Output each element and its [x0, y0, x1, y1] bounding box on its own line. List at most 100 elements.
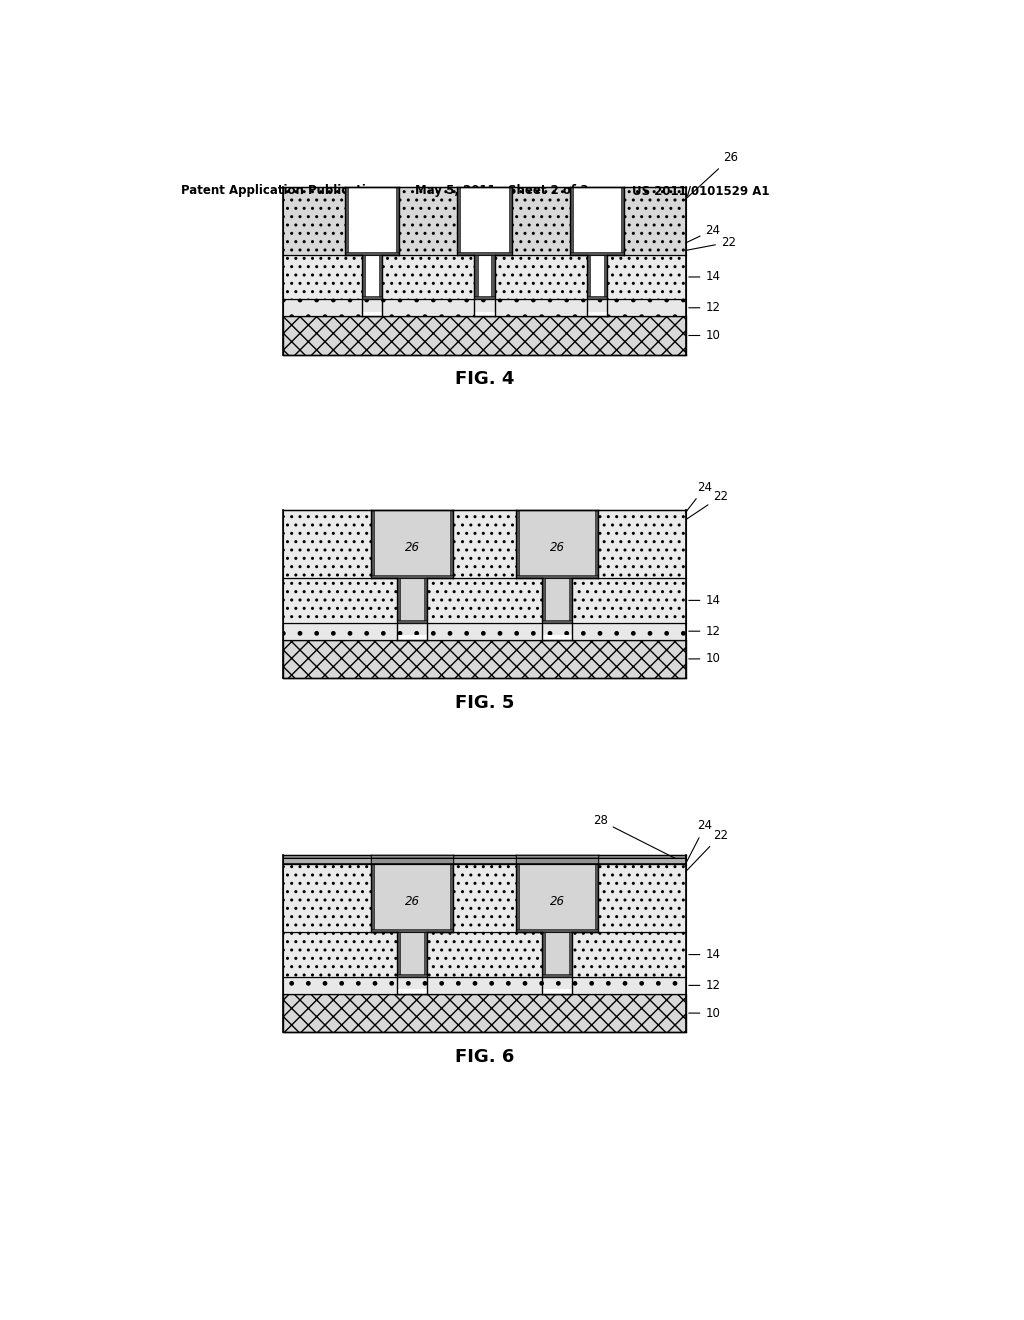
Bar [283, 187, 686, 255]
Text: 14: 14 [689, 594, 720, 607]
Bar [344, 187, 398, 255]
Bar [375, 511, 450, 576]
Text: 26: 26 [550, 541, 564, 554]
Bar [516, 865, 519, 932]
Text: 10: 10 [689, 1007, 720, 1019]
Bar [283, 255, 686, 300]
Bar [516, 929, 598, 932]
Bar [372, 865, 375, 932]
Text: Patent Application Publication: Patent Application Publication [180, 185, 382, 197]
Bar [568, 578, 571, 623]
Bar [283, 977, 686, 994]
Bar [570, 187, 625, 255]
Bar [543, 989, 571, 994]
Bar [588, 296, 607, 300]
Bar [516, 865, 598, 932]
Polygon shape [686, 187, 700, 355]
Bar [570, 187, 573, 255]
Text: 10: 10 [689, 652, 720, 665]
Text: 22: 22 [686, 236, 736, 251]
Text: 24: 24 [685, 820, 713, 865]
Bar [344, 252, 398, 255]
Bar [283, 932, 686, 977]
Bar [604, 255, 607, 300]
Bar [283, 994, 686, 1032]
Text: FIG. 5: FIG. 5 [455, 694, 514, 711]
Bar [570, 252, 625, 255]
Text: 10: 10 [689, 329, 720, 342]
Bar [397, 932, 427, 977]
Bar [283, 640, 686, 678]
Text: 14: 14 [689, 271, 720, 284]
Bar [400, 932, 424, 974]
Bar [283, 578, 686, 623]
Bar [516, 511, 598, 578]
Bar [546, 932, 568, 974]
Bar [543, 635, 571, 640]
Polygon shape [269, 855, 283, 1032]
Bar [361, 255, 382, 300]
Bar [546, 578, 568, 619]
Bar [509, 187, 512, 255]
Bar [372, 576, 453, 578]
Bar [516, 855, 598, 865]
Text: 26: 26 [684, 150, 738, 201]
Bar [492, 255, 495, 300]
Bar [372, 929, 453, 932]
Bar [397, 578, 400, 623]
Polygon shape [686, 855, 700, 1032]
Bar [474, 296, 495, 300]
Bar [344, 187, 347, 255]
Bar [424, 932, 427, 977]
Text: 26: 26 [404, 895, 420, 908]
Bar [450, 865, 453, 932]
Bar [543, 619, 571, 623]
Bar [379, 255, 382, 300]
Bar [397, 578, 427, 623]
Bar [283, 317, 686, 355]
Polygon shape [269, 511, 283, 678]
Text: 26: 26 [550, 895, 564, 908]
Text: 14: 14 [689, 948, 720, 961]
Bar [397, 974, 427, 977]
Bar [519, 511, 595, 576]
Bar [400, 578, 424, 619]
Bar [397, 619, 427, 623]
Bar [458, 187, 512, 255]
Bar [397, 635, 427, 640]
Bar [375, 865, 450, 929]
Bar [516, 576, 598, 578]
Text: 28: 28 [593, 814, 676, 858]
Bar [543, 578, 546, 623]
Text: 24: 24 [686, 223, 720, 243]
Bar [516, 511, 519, 578]
Polygon shape [686, 511, 700, 678]
Bar [372, 511, 375, 578]
Bar [397, 989, 427, 994]
Bar [588, 255, 591, 300]
Bar [372, 865, 453, 932]
Bar [543, 578, 571, 623]
Bar [588, 312, 607, 317]
Text: US 2011/0101529 A1: US 2011/0101529 A1 [632, 185, 769, 197]
Bar [568, 932, 571, 977]
Bar [458, 252, 512, 255]
Bar [283, 623, 686, 640]
Bar [595, 511, 598, 578]
Bar [458, 187, 461, 255]
Bar [543, 932, 571, 977]
Bar [361, 255, 365, 300]
Bar [474, 255, 477, 300]
Bar [424, 578, 427, 623]
Bar [283, 865, 686, 932]
Text: 26: 26 [404, 541, 420, 554]
Bar [588, 255, 607, 300]
Polygon shape [269, 187, 283, 355]
Text: FIG. 4: FIG. 4 [455, 371, 514, 388]
Bar [372, 855, 453, 865]
Bar [519, 865, 595, 929]
Text: May 5, 2011   Sheet 2 of 3: May 5, 2011 Sheet 2 of 3 [415, 185, 588, 197]
Bar [283, 855, 686, 865]
Bar [474, 255, 495, 300]
Text: 12: 12 [689, 624, 720, 638]
